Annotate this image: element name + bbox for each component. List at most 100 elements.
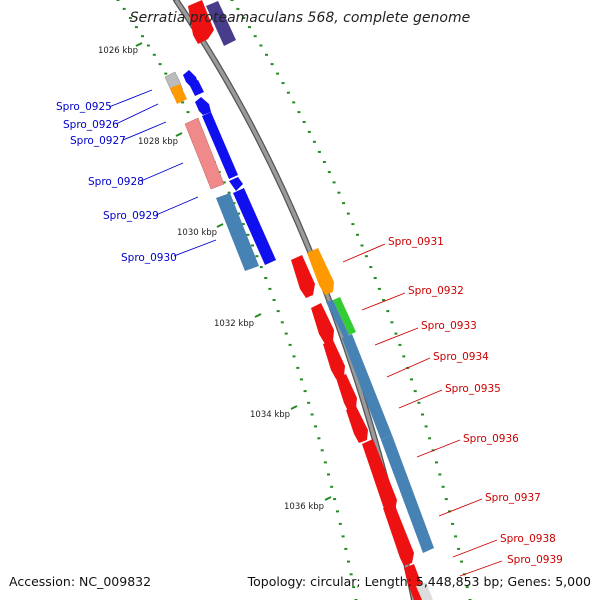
gene-spro-0934[interactable] xyxy=(342,334,392,440)
scale-right-dot xyxy=(236,7,240,10)
scale-left-dot xyxy=(327,473,330,476)
scale-right-dot xyxy=(364,255,368,258)
scale-left-dot xyxy=(152,53,156,56)
gene-label-spro-0926[interactable]: Spro_0926 xyxy=(63,119,119,131)
gene-label-spro-0928[interactable]: Spro_0928 xyxy=(88,176,144,188)
scale-right-dot xyxy=(270,63,274,66)
scale-left-dot xyxy=(303,390,307,393)
scale-right-dot xyxy=(286,91,290,94)
gene-label-spro-0938[interactable]: Spro_0938 xyxy=(500,533,556,545)
scale-right-dot xyxy=(242,17,246,19)
scale-left-dot xyxy=(341,535,345,538)
gene-spro-0927[interactable] xyxy=(195,97,211,115)
gene-spro-0935[interactable] xyxy=(346,406,368,443)
scale-left-dot xyxy=(288,343,292,346)
scale-left-dot xyxy=(146,44,150,47)
scale-left-dot xyxy=(338,522,342,525)
scale-left-dot xyxy=(181,101,185,104)
gene-label-spro-0935[interactable]: Spro_0935 xyxy=(445,383,501,395)
gene-spro-0928-strip[interactable] xyxy=(202,112,238,179)
scale-label-1032: 1032 kbp xyxy=(214,319,254,329)
scale-left-dot xyxy=(352,586,356,589)
scale-left-dot xyxy=(268,287,272,290)
scale-right-dot xyxy=(428,437,432,440)
gene-spro-0932[interactable] xyxy=(311,303,334,344)
gene-label-spro-0939[interactable]: Spro_0939 xyxy=(507,554,563,566)
scale-left-dot xyxy=(276,310,280,313)
gene-spro-0937[interactable] xyxy=(383,503,414,566)
scale-right-dot xyxy=(398,343,402,346)
map-title: Serratia proteamaculans 568, complete ge… xyxy=(130,10,470,26)
gene-spro-0936[interactable] xyxy=(362,439,397,514)
scale-left-dot xyxy=(134,26,138,29)
scale-left-dot xyxy=(246,233,250,236)
gene-label-spro-0933[interactable]: Spro_0933 xyxy=(421,320,477,332)
gene-spro-0930[interactable] xyxy=(216,193,259,271)
scale-left-dot xyxy=(317,437,321,440)
scale-right-dot xyxy=(332,181,336,184)
scale-left-dot xyxy=(310,413,314,416)
scale-left-dot xyxy=(347,560,350,563)
scale-label-1026: 1026 kbp xyxy=(98,46,138,56)
scale-label-1028: 1028 kbp xyxy=(138,137,178,147)
scale-left-dot xyxy=(314,425,317,428)
scale-left-dot xyxy=(222,181,226,184)
scale-right-dot xyxy=(297,111,301,114)
gene-spro-0928-tip[interactable] xyxy=(229,177,243,191)
left-leader-lines xyxy=(108,89,217,257)
gene-spro-0929[interactable] xyxy=(233,188,276,265)
gene-spro-0931[interactable] xyxy=(291,255,315,298)
gene-top-navy[interactable] xyxy=(206,1,236,46)
scale-right-dot xyxy=(424,425,428,428)
gene-spro-0925-part[interactable] xyxy=(170,84,187,104)
scale-right-dot xyxy=(327,171,331,174)
scale-left-dot xyxy=(241,223,245,226)
scale-left-dot xyxy=(251,244,254,247)
gene-label-spro-0927[interactable]: Spro_0927 xyxy=(70,135,126,147)
gene-spro-0936-blue[interactable] xyxy=(381,435,434,553)
gene-label-spro-0937[interactable]: Spro_0937 xyxy=(485,492,541,504)
scale-left-dot xyxy=(299,378,303,381)
gene-spro-0928[interactable] xyxy=(184,117,225,190)
scale-right-dot xyxy=(281,82,285,85)
gene-label-spro-0936[interactable]: Spro_0936 xyxy=(463,433,519,445)
scale-right-dot xyxy=(302,121,306,123)
gene-label-spro-0929[interactable]: Spro_0929 xyxy=(103,210,159,222)
scale-right-dot xyxy=(435,461,438,464)
scale-left-dot xyxy=(336,510,339,513)
gene-top-red[interactable] xyxy=(188,0,214,44)
scale-right-dot xyxy=(373,277,377,279)
scale-right-dot xyxy=(369,266,373,269)
gene-spro-0939-grey[interactable] xyxy=(416,582,433,600)
gene-spro-0933-red[interactable] xyxy=(323,340,345,379)
accession-text: Accession: NC_009832 xyxy=(9,574,151,589)
scale-label-1034: 1034 kbp xyxy=(250,410,290,420)
gene-spro-0932-green[interactable] xyxy=(333,297,356,335)
scale-right-dot xyxy=(253,35,257,38)
scale-right-dot xyxy=(382,299,386,301)
scale-left-dot xyxy=(344,547,348,550)
scale-right-dot xyxy=(417,401,421,404)
scale-right-dot xyxy=(292,101,296,104)
scale-right-dot xyxy=(441,485,445,488)
scale-left-dot xyxy=(280,321,284,324)
scale-left-dot xyxy=(128,17,132,19)
scale-left-dot xyxy=(307,401,311,404)
gene-spro-0934-red[interactable] xyxy=(336,374,357,411)
scale-right-dot xyxy=(259,44,263,47)
scale-left-dot xyxy=(272,299,276,301)
gene-label-spro-0925[interactable]: Spro_0925 xyxy=(56,101,112,113)
gene-spro-0926-b[interactable] xyxy=(189,80,204,96)
gene-spro-0933[interactable] xyxy=(326,300,349,338)
gene-label-spro-0930[interactable]: Spro_0930 xyxy=(121,252,177,264)
scale-right-dot xyxy=(451,522,455,525)
reverse-strand-genes xyxy=(164,70,276,271)
scale-label-1036: 1036 kbp xyxy=(284,502,324,512)
gene-label-spro-0931[interactable]: Spro_0931 xyxy=(388,236,444,248)
gene-label-spro-0932[interactable]: Spro_0932 xyxy=(408,285,464,297)
gene-label-spro-0934[interactable]: Spro_0934 xyxy=(433,351,489,363)
scale-right-dot xyxy=(307,130,311,133)
scale-right-dot xyxy=(276,72,280,75)
gene-spro-0931-orange[interactable] xyxy=(307,248,334,295)
